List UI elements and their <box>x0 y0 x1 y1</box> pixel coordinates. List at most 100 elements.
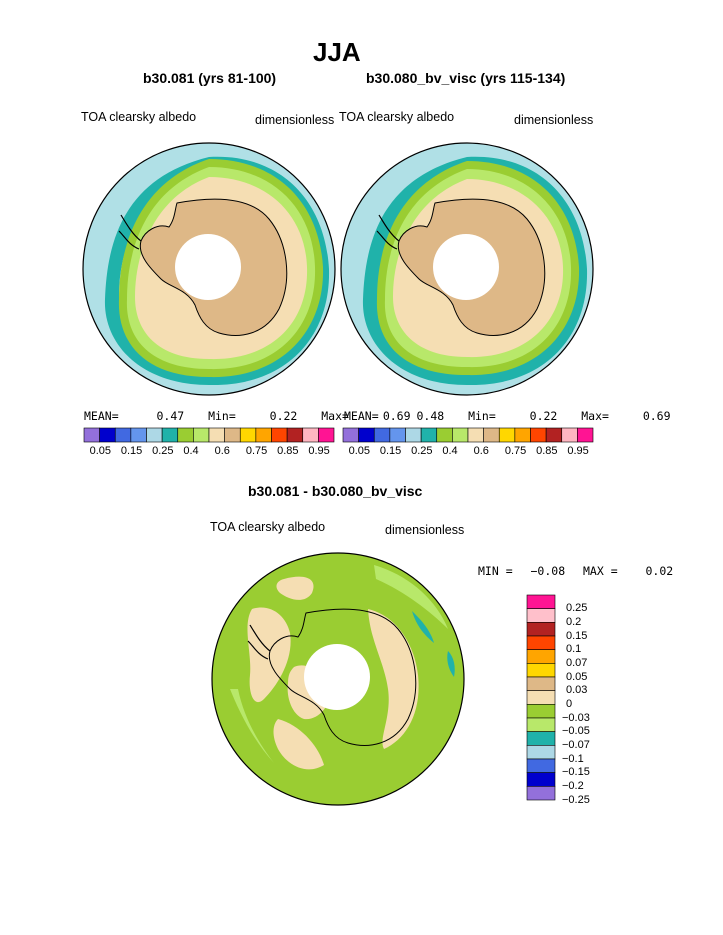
colorbar-tick-label: 0.85 <box>277 445 299 457</box>
colorbar-swatch <box>514 427 531 443</box>
left-panel-title: b30.081 (yrs 81-100) <box>143 70 277 86</box>
colorbar-swatch <box>255 427 272 443</box>
right-field-label: TOA clearsky albedo <box>339 110 455 124</box>
polar-hole <box>304 644 370 710</box>
left-stats: MEAN= 0.47 Min= 0.22 Max= 0.69 <box>84 409 411 423</box>
colorbar-swatch <box>130 427 147 443</box>
colorbar-swatch <box>389 427 406 443</box>
left-min-label: Min= <box>208 409 236 423</box>
right-colorbar <box>342 427 594 443</box>
diff-positive-patch-3 <box>368 609 419 749</box>
colorbar-swatch <box>239 427 257 443</box>
diff-teal-patch-2 <box>447 651 455 677</box>
left-colorbar <box>83 427 335 443</box>
colorbar-tick-label: 0.85 <box>536 445 558 457</box>
colorbar-tick-label: 0.2 <box>566 615 582 628</box>
colorbar-swatch <box>358 427 375 443</box>
right-max-label: Max= <box>581 409 609 423</box>
colorbar-swatch <box>526 717 556 732</box>
colorbar-swatch <box>208 427 225 443</box>
colorbar-tick-label: 0.95 <box>308 445 330 457</box>
colorbar-swatch <box>318 427 335 443</box>
right-colorbar-ticks: 0.05 0.15 0.25 0.4 0.6 0.75 0.85 0.95 <box>343 445 593 459</box>
colorbar-tick-label: 0.15 <box>379 445 402 457</box>
colorbar-tick-label: 0.07 <box>566 656 588 669</box>
diff-panel-title: b30.081 - b30.080_bv_visc <box>248 483 423 499</box>
colorbar-tick-label: 0.95 <box>567 445 589 457</box>
colorbar-tick-label: 0.15 <box>566 629 588 642</box>
right-stats: MEAN= 0.48 Min= 0.22 Max= 0.69 <box>344 409 671 423</box>
polar-hole <box>175 234 241 300</box>
colorbar-swatch <box>526 635 556 650</box>
left-units-label: dimensionless <box>255 113 335 127</box>
colorbar-tick-label: 0.25 <box>411 445 433 457</box>
diff-positive-patch-4 <box>273 719 324 770</box>
antarctic-peninsula <box>118 214 142 250</box>
colorbar-swatch <box>271 427 288 443</box>
colorbar-tick-label: 0.05 <box>566 670 588 683</box>
left-colorbar-ticks: 0.05 0.15 0.25 0.4 0.6 0.75 0.85 0.95 <box>84 445 334 459</box>
diff-colorbar-ticks: 0.25 0.2 0.15 0.1 0.07 0.05 0.03 0 −0.03 −0.05 −0.… <box>562 595 622 805</box>
colorbar-swatch <box>526 731 556 746</box>
colorbar-swatch <box>526 690 556 705</box>
colorbar-tick-label: 0.15 <box>120 445 143 457</box>
left-mean-value: 0.47 <box>156 409 185 423</box>
colorbar-tick-label: 0.4 <box>442 445 458 457</box>
diff-light-green-streak <box>374 565 448 629</box>
colorbar-swatch <box>530 427 547 443</box>
colorbar-swatch <box>405 427 422 443</box>
left-field-label: TOA clearsky albedo <box>81 110 197 124</box>
colorbar-tick-label: −0.07 <box>562 738 590 751</box>
right-min-label: Min= <box>468 409 496 423</box>
colorbar-swatch <box>177 427 194 443</box>
colorbar-swatch <box>436 427 453 443</box>
colorbar-swatch <box>114 427 132 443</box>
colorbar-swatch <box>83 427 100 443</box>
colorbar-tick-label: 0.6 <box>473 445 489 457</box>
left-max-value: 0.69 <box>382 409 411 423</box>
colorbar-tick-label: −0.1 <box>562 752 584 765</box>
colorbar-swatch <box>99 427 116 443</box>
polar-hole <box>433 234 499 300</box>
left-min-value: 0.22 <box>269 409 298 423</box>
left-polar-map <box>82 142 336 396</box>
diff-teal-patch <box>412 611 434 643</box>
antarctic-peninsula <box>376 214 400 250</box>
colorbar-tick-label: 0.75 <box>504 445 527 457</box>
diff-stats: MIN = −0.08 MAX = 0.02 <box>478 564 673 578</box>
colorbar-swatch <box>526 704 556 719</box>
colorbar-tick-label: 0.25 <box>566 602 588 615</box>
colorbar-tick-label: 0.03 <box>566 684 588 697</box>
colorbar-swatch <box>483 427 500 443</box>
colorbar-swatch <box>467 427 484 443</box>
colorbar-swatch <box>420 427 438 443</box>
colorbar-swatch <box>526 745 556 760</box>
colorbar-tick-label: 0 <box>566 697 573 710</box>
colorbar-swatch <box>526 786 556 801</box>
diff-max-label: MAX = <box>583 564 618 578</box>
antarctic-peninsula <box>247 624 271 660</box>
colorbar-tick-label: −0.05 <box>562 725 590 738</box>
colorbar-tick-label: −0.15 <box>562 766 590 779</box>
diff-units-label: dimensionless <box>385 523 465 537</box>
colorbar-swatch <box>526 608 556 623</box>
colorbar-swatch <box>193 427 210 443</box>
right-min-value: 0.22 <box>529 409 558 423</box>
colorbar-swatch <box>302 427 319 443</box>
colorbar-swatch <box>526 772 556 787</box>
colorbar-swatch <box>526 649 556 664</box>
antarctica-coastline <box>268 608 417 746</box>
diff-field-label: TOA clearsky albedo <box>210 520 326 534</box>
colorbar-tick-label: −0.03 <box>562 711 590 724</box>
colorbar-swatch <box>526 676 556 691</box>
colorbar-swatch <box>146 427 163 443</box>
diff-polar-map <box>211 552 465 806</box>
colorbar-swatch <box>526 758 556 773</box>
colorbar-tick-label: 0.05 <box>348 445 371 457</box>
colorbar-swatch <box>526 663 556 678</box>
left-mean-label: MEAN= <box>84 409 119 423</box>
colorbar-swatch <box>577 427 594 443</box>
colorbar-swatch <box>452 427 469 443</box>
colorbar-swatch <box>526 622 556 637</box>
colorbar-tick-label: 0.05 <box>89 445 112 457</box>
